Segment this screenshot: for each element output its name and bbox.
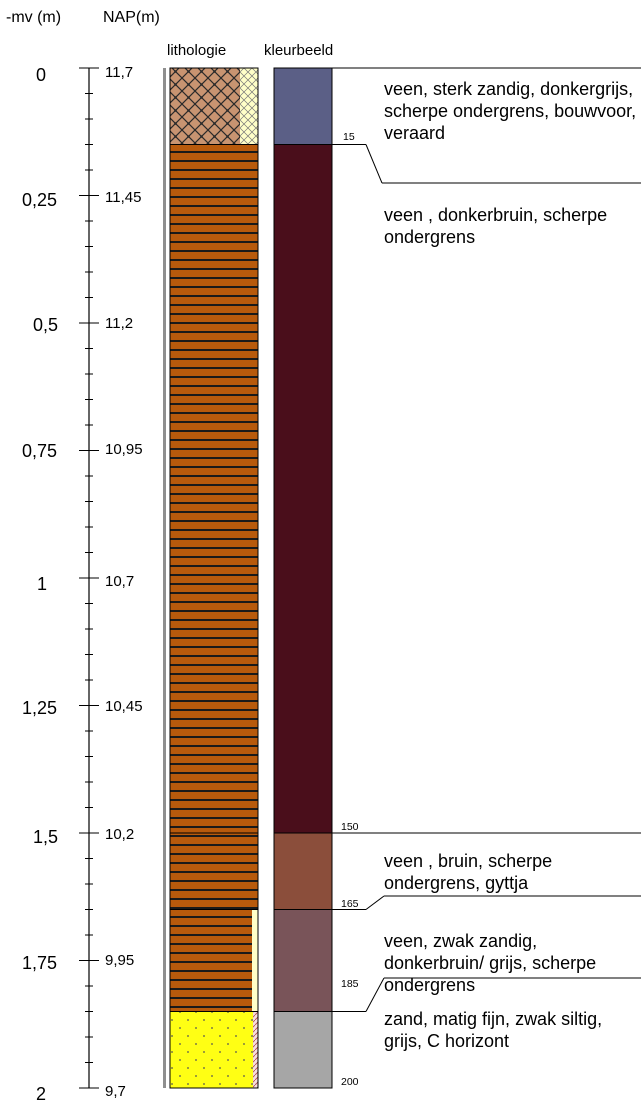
mv-label: 0,75 <box>22 441 58 461</box>
nap-label: 10,95 <box>105 441 143 458</box>
boundary-leader-line <box>365 144 383 184</box>
boundary-label: 15 <box>343 131 355 143</box>
mv-label: 1,25 <box>22 698 58 718</box>
lithology-peat-fill <box>170 833 258 910</box>
lithology-peat-fill <box>170 144 258 833</box>
mv-label: 0,25 <box>22 190 58 210</box>
mv-label: 1,5 <box>33 827 59 847</box>
color-swatch <box>273 67 333 145</box>
nap-axis-header: NAP(m) <box>103 9 160 26</box>
mv-label: 0,5 <box>33 315 59 335</box>
mv-label: 1,75 <box>22 953 58 973</box>
layer-description: veen, sterk zandig, donkergrijs, scherpe… <box>384 79 637 143</box>
lithology-peat-sand-fill <box>170 68 240 145</box>
color-swatch <box>273 1011 333 1089</box>
lithology-sand-fill <box>170 1011 253 1088</box>
boundary-label: 165 <box>341 898 359 910</box>
nap-label: 10,45 <box>105 698 143 715</box>
layer-description: zand, matig fijn, zwak siltig, grijs, C … <box>384 1009 603 1051</box>
mv-axis-header: -mv (m) <box>6 9 62 26</box>
lithology-silt-admix-strip <box>253 1011 258 1088</box>
nap-label: 11,7 <box>105 64 134 81</box>
boundary-leader-line <box>365 977 385 1012</box>
nap-label: 10,2 <box>105 826 135 843</box>
color-swatch <box>273 144 333 834</box>
lithology-column-header: lithologie <box>167 42 227 59</box>
mv-label: 1 <box>37 574 48 594</box>
lithology-peat-fill <box>170 909 252 1012</box>
color-column-header: kleurbeeld <box>264 42 334 59</box>
boundary-label: 185 <box>341 978 359 990</box>
layer-description: veen, zwak zandig, donkerbruin/ grijs, s… <box>384 931 597 995</box>
nap-label: 9,95 <box>105 952 135 969</box>
lithology-layer-outline <box>169 1011 259 1089</box>
mv-label: 0 <box>36 65 47 85</box>
lithology-sand-admix-strip <box>252 909 258 1012</box>
nap-label: 10,7 <box>105 573 135 590</box>
nap-label: 9,7 <box>105 1083 126 1100</box>
boundary-leader-line <box>365 895 385 910</box>
lithology-rule <box>163 68 166 1088</box>
boundary-label: 150 <box>341 821 359 833</box>
color-swatch <box>273 832 333 910</box>
mv-label: 2 <box>36 1084 47 1104</box>
lithology-sand-admix-strip <box>240 68 258 145</box>
nap-label: 11,2 <box>105 315 134 332</box>
layer-description: veen , donkerbruin, scherpe ondergrens <box>384 205 608 247</box>
layer-description: veen , bruin, scherpe ondergrens, gyttja <box>384 851 553 893</box>
nap-label: 11,45 <box>105 189 142 206</box>
boundary-label: 200 <box>341 1076 359 1088</box>
color-swatch <box>273 909 333 1012</box>
